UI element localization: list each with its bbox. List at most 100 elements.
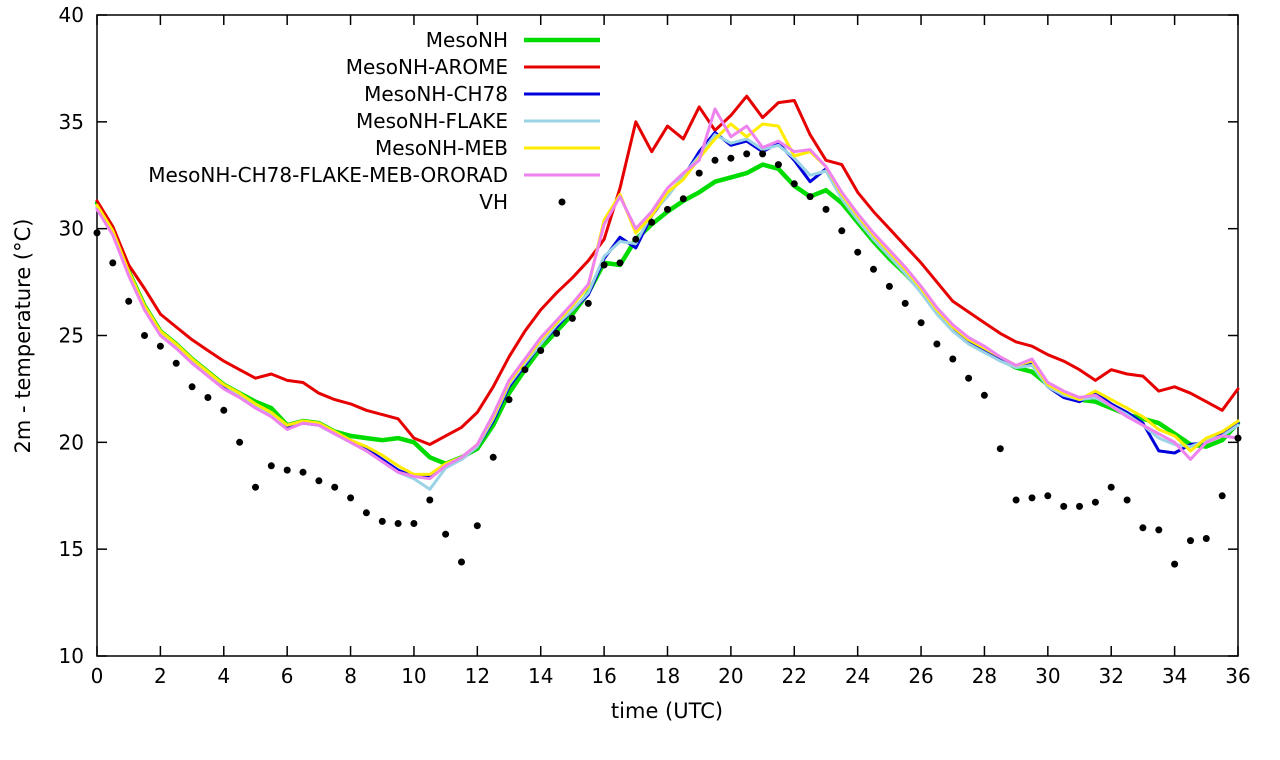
legend-item-VH: VH [479,190,566,214]
x-tick-label: 16 [591,664,616,688]
data-point [806,193,814,201]
data-point [141,332,148,339]
data-point [996,445,1004,453]
legend-marker [558,198,566,206]
data-line [95,94,1240,446]
x-tick-label: 32 [1098,664,1123,688]
data-point [204,394,212,401]
legend-item-MesoNH-FLAKE: MesoNH-FLAKE [356,109,600,133]
data-point [1044,492,1052,500]
y-axis-label: 2m - temperature (°C) [11,219,35,454]
data-point [774,161,782,169]
x-tick-label: 22 [782,664,807,688]
x-tick-label: 36 [1225,664,1250,688]
data-point [93,229,101,237]
data-point [838,227,846,235]
data-point [267,462,275,470]
data-point [1107,483,1115,491]
data-point [664,205,671,213]
data-point [632,235,640,243]
data-point [854,248,862,256]
series-VH [93,150,1242,568]
data-point [473,522,481,530]
data-point [648,218,656,226]
data-point [1091,498,1099,506]
data-point [1187,537,1194,545]
data-point [980,391,988,399]
legend-label: MesoNH-FLAKE [356,109,508,133]
data-point [917,319,925,327]
x-tick-label: 0 [91,664,104,688]
x-tick-label: 26 [908,664,933,688]
data-point [537,347,545,354]
y-tick-label: 15 [59,537,84,561]
data-point [711,156,719,164]
data-point [933,340,941,348]
data-point [521,366,529,374]
data-point [901,299,909,307]
data-point [1171,560,1179,568]
data-point [1234,434,1242,442]
data-point [505,396,513,404]
data-point [299,468,307,476]
x-axis-label: time (UTC) [611,699,723,723]
legend-label: MesoNH-MEB [375,136,508,160]
y-tick-label: 35 [59,110,84,134]
data-point [410,520,418,527]
legend-item-MesoNH-MEB: MesoNH-MEB [375,136,600,160]
data-point [220,406,228,414]
x-tick-label: 14 [528,664,553,688]
legend-item-MesoNH-AROME: MesoNH-AROME [346,55,600,79]
data-point [1218,492,1226,500]
x-tick-label: 4 [217,664,230,688]
legend-label: MesoNH-AROME [346,55,508,79]
legend-label: MesoNH [426,28,508,52]
data-point [283,466,291,474]
data-point [965,374,973,382]
data-point [600,261,608,269]
legend-label: MesoNH-CH78-FLAKE-MEB-ORORAD [148,163,508,187]
data-point [553,329,561,337]
x-tick-label: 12 [465,664,490,688]
data-point [584,299,592,307]
data-point [679,195,687,203]
data-point [1076,502,1083,510]
x-tick-label: 18 [655,664,680,688]
y-tick-label: 30 [59,217,84,241]
x-tick-label: 28 [972,664,997,688]
data-point [172,359,180,367]
data-point [489,453,497,461]
data-point [870,265,877,273]
legend-item-MesoNH-CH78-FLAKE-MEB-ORORAD: MesoNH-CH78-FLAKE-MEB-ORORAD [148,163,600,187]
data-point [1028,494,1036,502]
data-point [394,520,402,527]
data-point [315,477,323,485]
x-tick-label: 20 [718,664,743,688]
y-tick-label: 10 [59,644,84,668]
data-point [727,154,735,162]
data-point [1060,502,1068,510]
data-point [109,259,117,267]
data-point [236,438,244,446]
data-point [331,483,339,491]
data-point [568,314,576,322]
y-tick-label: 40 [59,3,84,27]
data-point [743,150,751,158]
data-line [95,122,1240,476]
series-MesoNH-AROME [95,94,1240,446]
data-point [1139,524,1147,532]
data-point [378,517,386,525]
data-point [822,205,830,213]
y-tick-label: 25 [59,324,84,348]
data-point [125,297,133,305]
x-tick-label: 24 [845,664,870,688]
x-tick-label: 2 [154,664,167,688]
data-point [458,558,465,566]
y-tick-label: 20 [59,430,84,454]
data-point [442,530,450,538]
data-point [252,483,259,491]
data-point [616,259,624,267]
x-tick-label: 30 [1035,664,1060,688]
